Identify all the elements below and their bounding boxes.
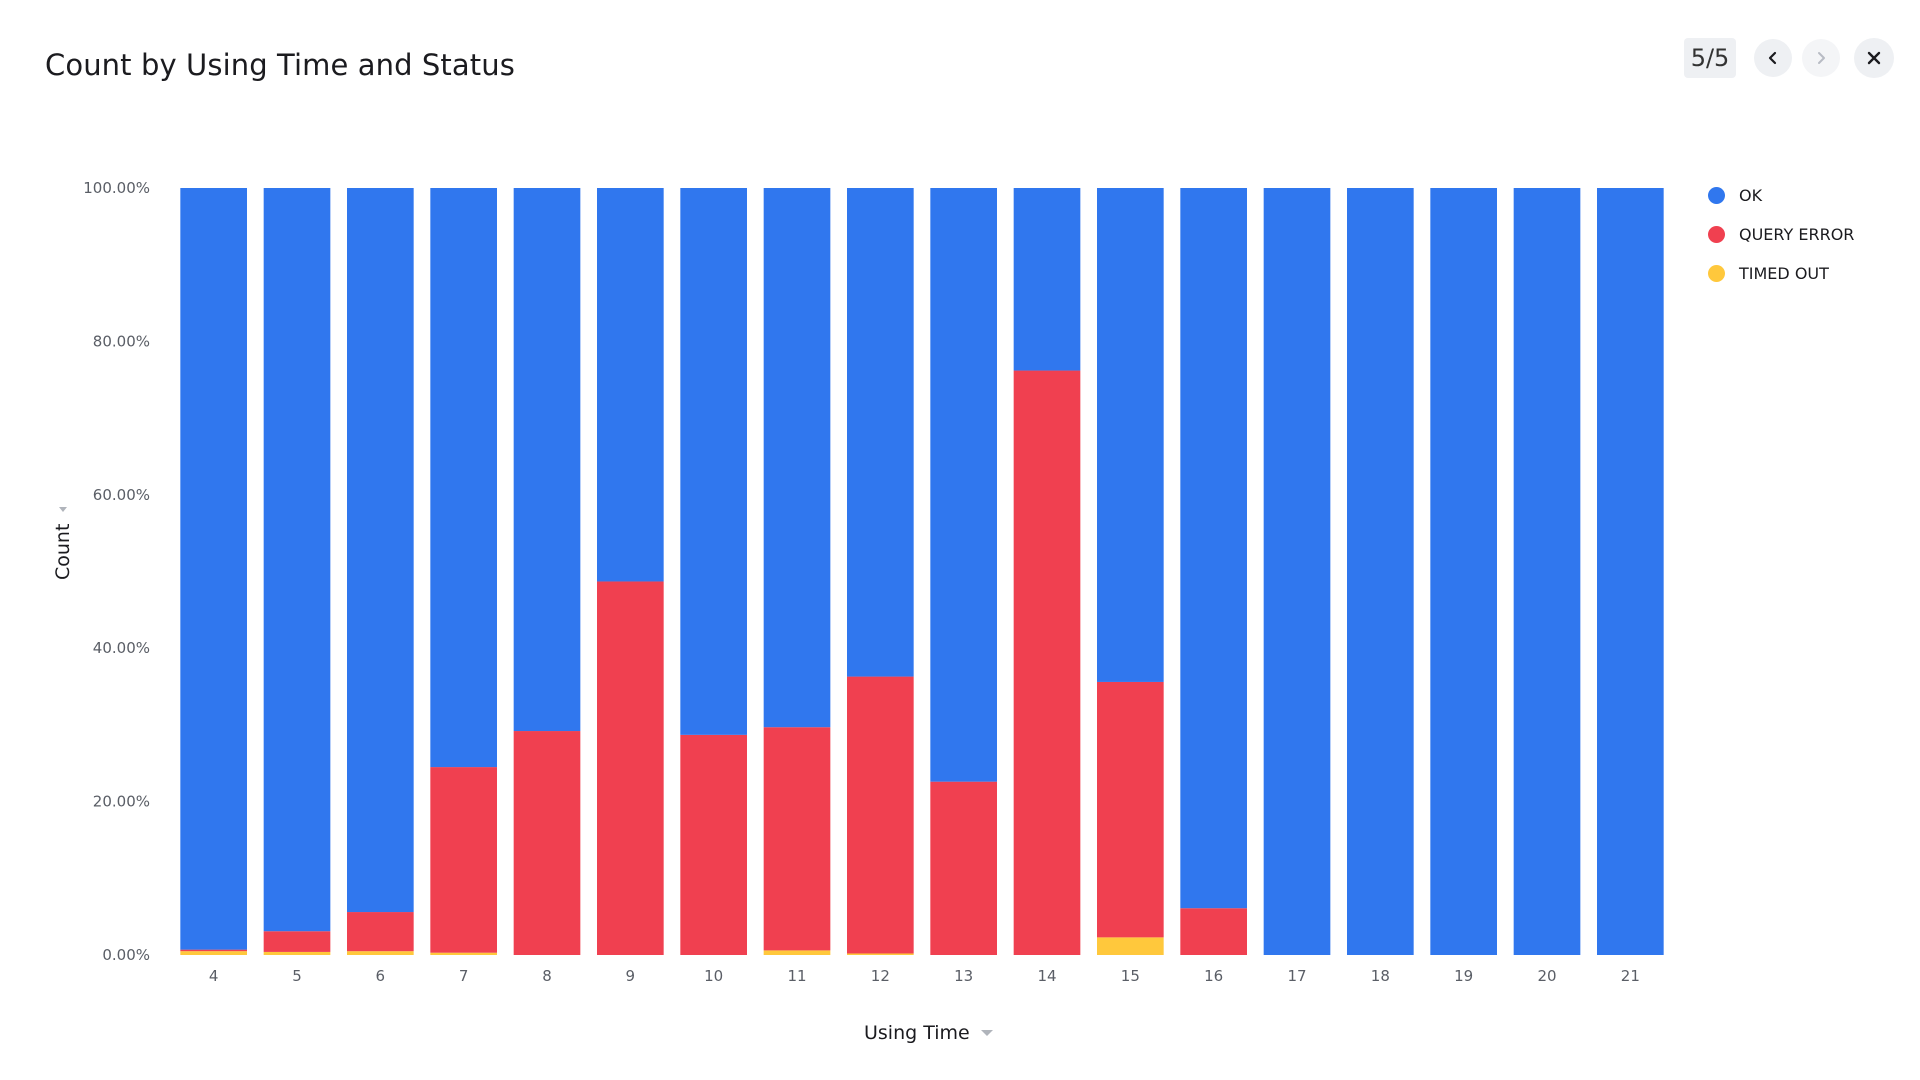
bar-segment-timed-out[interactable] [847, 953, 914, 955]
x-tick-label: 13 [954, 967, 973, 985]
bar-segment-query-error[interactable] [680, 734, 747, 955]
legend-label: TIMED OUT [1739, 264, 1829, 283]
bar-segment-query-error[interactable] [847, 676, 914, 954]
bar-segment-ok[interactable] [847, 188, 914, 677]
bar-segment-query-error[interactable] [930, 781, 997, 955]
x-tick-label: 7 [459, 967, 469, 985]
x-tick-label: 14 [1037, 967, 1056, 985]
y-tick-label: 40.00% [93, 639, 150, 657]
bar-segment-ok[interactable] [1430, 188, 1497, 955]
bar-segment-timed-out[interactable] [430, 952, 497, 955]
bar-segment-ok[interactable] [347, 188, 414, 913]
x-tick-label: 6 [376, 967, 386, 985]
caret-icon [980, 1030, 993, 1036]
bar-segment-query-error[interactable] [180, 949, 247, 952]
bar-segment-ok[interactable] [263, 188, 331, 932]
chevron-left-icon [1768, 51, 1777, 65]
bar-segment-query-error[interactable] [1180, 908, 1247, 955]
page-title: Count by Using Time and Status [45, 48, 515, 82]
y-tick-label: 20.00% [93, 793, 150, 811]
bar-segment-ok[interactable] [1097, 188, 1164, 682]
bar-segment-query-error[interactable] [1097, 681, 1164, 938]
bar-segment-ok[interactable] [763, 188, 831, 728]
bar-segment-timed-out[interactable] [763, 950, 831, 955]
x-tick-label: 10 [704, 967, 723, 985]
bar-segment-ok[interactable] [513, 188, 581, 732]
bar-segment-ok[interactable] [1180, 188, 1247, 909]
bar-segment-ok[interactable] [180, 188, 247, 950]
x-tick-label: 9 [626, 967, 636, 985]
pager-controls: 5/5 [1684, 38, 1894, 78]
legend-label: OK [1739, 186, 1763, 205]
bar-segment-ok[interactable] [1513, 188, 1581, 955]
x-tick-label: 19 [1454, 967, 1473, 985]
y-tick-label: 80.00% [93, 332, 150, 350]
x-tick-label: 12 [871, 967, 890, 985]
y-tick-label: 0.00% [102, 946, 150, 964]
bar-segment-query-error[interactable] [430, 767, 497, 953]
legend-item-ok[interactable]: OK [1708, 176, 1854, 215]
legend-dot-query-error [1708, 226, 1725, 243]
x-tick-label: 18 [1371, 967, 1390, 985]
x-tick-label: 5 [292, 967, 302, 985]
y-axis-title[interactable]: Count [52, 504, 74, 580]
chart-legend: OK QUERY ERROR TIMED OUT [1708, 176, 1854, 293]
bar-segment-query-error[interactable] [597, 581, 664, 955]
bar-segment-query-error[interactable] [763, 727, 831, 951]
bar-segment-ok[interactable] [430, 188, 497, 768]
chevron-right-icon [1818, 52, 1825, 64]
bar-segment-timed-out[interactable] [1097, 937, 1164, 955]
bar-segment-query-error[interactable] [513, 731, 581, 955]
legend-dot-ok [1708, 187, 1725, 204]
close-icon [1867, 51, 1881, 65]
bar-segment-timed-out[interactable] [180, 951, 247, 955]
bar-segment-ok[interactable] [1347, 188, 1414, 955]
next-button[interactable] [1802, 39, 1840, 77]
bar-segment-ok[interactable] [1013, 188, 1081, 371]
bar-segment-timed-out[interactable] [347, 951, 414, 955]
page-counter: 5/5 [1684, 38, 1736, 78]
bar-segment-ok[interactable] [930, 188, 997, 782]
legend-dot-timed-out [1708, 265, 1725, 282]
x-tick-label: 8 [542, 967, 552, 985]
x-tick-label: 11 [787, 967, 806, 985]
bar-segment-ok[interactable] [1263, 188, 1331, 955]
x-tick-label: 17 [1287, 967, 1306, 985]
bar-segment-query-error[interactable] [347, 912, 414, 952]
x-tick-label: 20 [1537, 967, 1556, 985]
bar-segment-query-error[interactable] [1013, 370, 1081, 955]
legend-item-query-error[interactable]: QUERY ERROR [1708, 215, 1854, 254]
y-tick-label: 100.00% [83, 179, 150, 197]
y-axis-label: Count [52, 523, 74, 580]
x-axis-label: Using Time [864, 1022, 970, 1044]
legend-item-timed-out[interactable]: TIMED OUT [1708, 254, 1854, 293]
close-button[interactable] [1854, 38, 1894, 78]
x-tick-label: 4 [209, 967, 219, 985]
legend-label: QUERY ERROR [1739, 225, 1855, 244]
x-tick-label: 16 [1204, 967, 1223, 985]
x-tick-label: 21 [1621, 967, 1640, 985]
x-axis-title[interactable]: Using Time [864, 1022, 994, 1044]
bar-segment-ok[interactable] [597, 188, 664, 582]
bar-segment-ok[interactable] [1597, 188, 1664, 955]
previous-button[interactable] [1754, 39, 1792, 77]
caret-icon [59, 506, 67, 512]
bar-segment-ok[interactable] [680, 188, 747, 735]
bar-segment-query-error[interactable] [263, 931, 331, 952]
bar-segment-timed-out[interactable] [263, 951, 331, 955]
y-tick-label: 60.00% [93, 486, 150, 504]
x-tick-label: 15 [1121, 967, 1140, 985]
